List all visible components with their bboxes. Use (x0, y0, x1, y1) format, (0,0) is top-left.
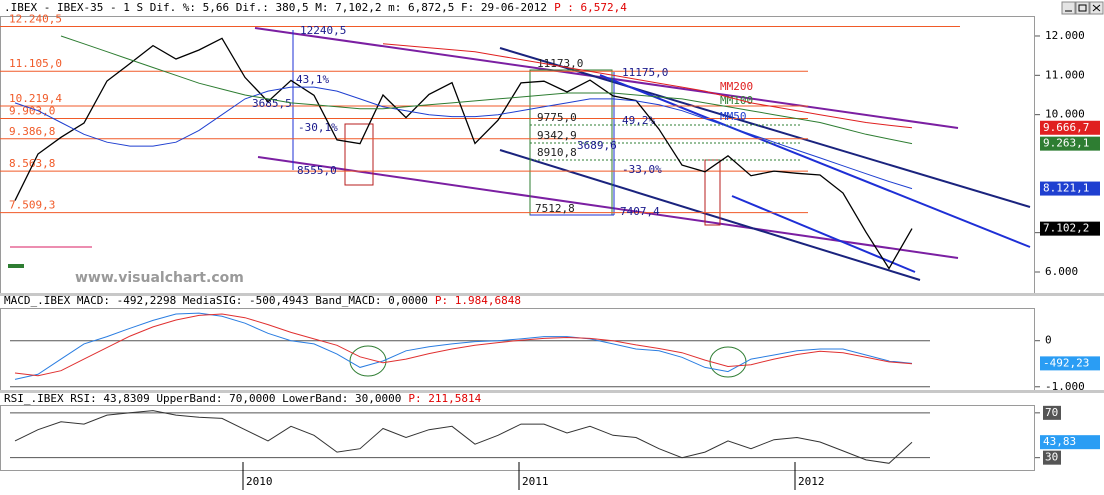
annotation: 7512,8 (535, 202, 575, 215)
value-label: 9.263,1 (1043, 137, 1089, 150)
separator (0, 293, 1104, 296)
series-line (14, 312, 913, 380)
panel-subtitle: P: 211,5814 (408, 392, 481, 405)
rsi-panel (0, 405, 1035, 471)
x-tick-label: 2010 (246, 475, 273, 488)
annotation: 8555,0 (297, 164, 337, 177)
series-line (14, 86, 913, 190)
panel-title: .IBEX - IBEX-35 - 1 S Dif. %: 5,66 Dif.:… (4, 1, 547, 14)
annotation: 8910,8 (537, 146, 577, 159)
value-label: 7.102,2 (1043, 222, 1089, 235)
trend-line (499, 47, 1031, 208)
minimize-button[interactable] (1061, 1, 1076, 15)
annotation: 9775,0 (537, 111, 577, 124)
annotation: 11175,0 (622, 66, 668, 79)
series-line (382, 43, 913, 129)
panel-subtitle: P : 6,572,4 (554, 1, 627, 14)
annotation: 11173,0 (537, 57, 583, 70)
annotation: 12240,5 (300, 24, 346, 37)
separator (0, 390, 1104, 393)
annotation: -33,0% (622, 163, 662, 176)
window-buttons (1061, 1, 1104, 15)
trend-line (499, 149, 921, 281)
level-label: 9.386,8 (9, 125, 55, 138)
annotation: 3685,5 (252, 97, 292, 110)
panel-title: RSI_.IBEX RSI: 43,8309 UpperBand: 70,000… (4, 392, 401, 405)
y-tick-label: -1.000 (1045, 380, 1085, 393)
icon (1078, 4, 1087, 12)
box (704, 159, 721, 226)
series-line (14, 410, 913, 464)
panel-title: MACD_.IBEX MACD: -492,2298 MediaSIG: -50… (4, 294, 428, 307)
series-line (60, 35, 913, 145)
annotation: 7407,4 (620, 205, 660, 218)
y-tick-label: 10.000 (1045, 108, 1085, 121)
marker (8, 264, 24, 268)
y-tick-label: 0 (1045, 334, 1052, 347)
value-label: 9.666,7 (1043, 121, 1089, 134)
value-label-box (1040, 120, 1100, 135)
watermark: www.visualchart.com (75, 270, 244, 286)
value-label-box (1040, 356, 1100, 371)
level-label: 12.240,5 (9, 13, 62, 26)
annotation: 43,1% (296, 73, 329, 86)
value-label-box (1040, 181, 1100, 196)
y-tick-label: 30 (1045, 451, 1058, 464)
level-label: 10.219,4 (9, 92, 62, 105)
annotation: 9342,9 (537, 129, 577, 142)
value-label-box (1040, 435, 1100, 450)
y-tick-label: 6.000 (1045, 265, 1078, 278)
value-label-box (1040, 221, 1100, 236)
trend-line (731, 195, 916, 273)
value-label: 43,83 (1043, 435, 1076, 448)
series-line (14, 313, 913, 377)
x-tick-label: 2011 (522, 475, 549, 488)
value-label-box (1040, 136, 1100, 151)
annotation: -30,1% (298, 121, 338, 134)
tick-box (1043, 405, 1061, 420)
x-tick-label: 2012 (798, 475, 825, 488)
y-tick-label: 70 (1045, 406, 1058, 419)
level-label: 8.563,8 (9, 157, 55, 170)
tick-box (1043, 450, 1061, 465)
series-line (14, 37, 913, 270)
panel-subtitle: P: 1.984,6848 (435, 294, 521, 307)
annotation: 49,2% (622, 114, 655, 127)
level-label: 11.105,0 (9, 57, 62, 70)
level-label: 7.509,3 (9, 199, 55, 212)
drawings (8, 27, 1031, 378)
maximize-button[interactable] (1075, 1, 1090, 15)
y-tick-label: 11.000 (1045, 68, 1085, 81)
series-label: MM50 (720, 110, 747, 123)
icon (1092, 4, 1101, 12)
circle (349, 345, 387, 377)
value-label: 8.121,1 (1043, 182, 1089, 195)
y-tick-label: 12.000 (1045, 29, 1085, 42)
series-label: MM200 (720, 80, 753, 93)
box (344, 123, 374, 186)
annotation: 3689,6 (577, 139, 617, 152)
value-label: -492,23 (1043, 356, 1089, 369)
trend-line (599, 74, 1031, 248)
